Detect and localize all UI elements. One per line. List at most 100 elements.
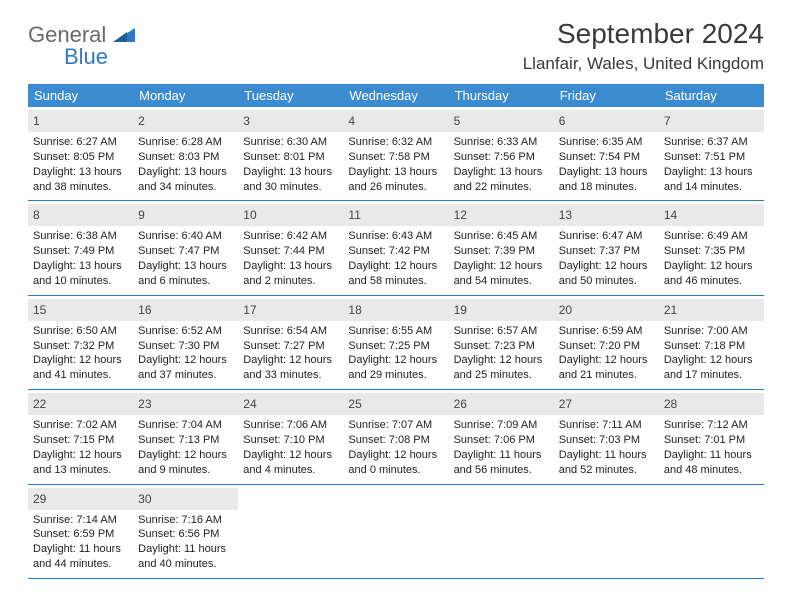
day-number-bar: 26 xyxy=(449,393,554,415)
day-cell: 29Sunrise: 7:14 AMSunset: 6:59 PMDayligh… xyxy=(28,485,133,578)
day-number-bar: 18 xyxy=(343,299,448,321)
day-cell: 18 Sunrise: 6:55 AMSunset: 7:25 PMDayligh… xyxy=(343,296,448,389)
day-number-bar: 15 xyxy=(28,299,133,321)
day-number: 19 xyxy=(454,303,467,317)
day-body: Sunrise: 7:14 AMSunset: 6:59 PMDaylight:… xyxy=(33,513,128,572)
day-body: Sunrise: 6:54 AMSunset: 7:27 PMDaylight:… xyxy=(243,324,338,383)
month-title: September 2024 xyxy=(523,18,764,50)
day-number-bar: 3 xyxy=(238,110,343,132)
logo-triangle-icon xyxy=(113,26,135,42)
day-body: Sunrise: 6:57 AMSunset: 7:23 PMDaylight:… xyxy=(454,324,549,383)
day-body: Sunrise: 7:02 AMSunset: 7:15 PMDaylight:… xyxy=(33,418,128,477)
day-number-bar: 30 xyxy=(133,488,238,510)
day-number-bar: 6 xyxy=(554,110,659,132)
week-row: 8Sunrise: 6:38 AMSunset: 7:49 PMDaylight… xyxy=(28,201,764,295)
day-cell: 20 Sunrise: 6:59 AMSunset: 7:20 PMDayligh… xyxy=(554,296,659,389)
day-number: 4 xyxy=(348,114,355,128)
weekday-header-row: SundayMondayTuesdayWednesdayThursdayFrid… xyxy=(28,84,764,107)
day-number-bar: 9 xyxy=(133,204,238,226)
day-cell: 26 Sunrise: 7:09 AMSunset: 7:06 PMDayligh… xyxy=(449,390,554,483)
day-number: 15 xyxy=(33,303,46,317)
day-body: Sunrise: 6:37 AMSunset: 7:51 PMDaylight:… xyxy=(664,135,759,194)
day-number: 27 xyxy=(559,397,572,411)
day-cell: 12 Sunrise: 6:45 AMSunset: 7:39 PMDayligh… xyxy=(449,201,554,294)
day-body: Sunrise: 6:50 AMSunset: 7:32 PMDaylight:… xyxy=(33,324,128,383)
day-number-bar: 5 xyxy=(449,110,554,132)
day-body: Sunrise: 6:43 AMSunset: 7:42 PMDaylight:… xyxy=(348,229,443,288)
day-body: Sunrise: 6:32 AMSunset: 7:58 PMDaylight:… xyxy=(348,135,443,194)
day-cell: 25Sunrise: 7:07 AMSunset: 7:08 PMDayligh… xyxy=(343,390,448,483)
day-cell: 17 Sunrise: 6:54 AMSunset: 7:27 PMDayligh… xyxy=(238,296,343,389)
day-number-bar: 20 xyxy=(554,299,659,321)
day-cell: 3 Sunrise: 6:30 AMSunset: 8:01 PMDaylight… xyxy=(238,107,343,200)
day-body: Sunrise: 6:55 AMSunset: 7:25 PMDaylight:… xyxy=(348,324,443,383)
weekday-header: Friday xyxy=(554,84,659,107)
day-cell: 24 Sunrise: 7:06 AMSunset: 7:10 PMDayligh… xyxy=(238,390,343,483)
day-number: 25 xyxy=(348,397,361,411)
day-number-bar: 17 xyxy=(238,299,343,321)
day-number: 18 xyxy=(348,303,361,317)
day-cell: 4 Sunrise: 6:32 AMSunset: 7:58 PMDaylight… xyxy=(343,107,448,200)
day-cell: 9 Sunrise: 6:40 AMSunset: 7:47 PMDaylight… xyxy=(133,201,238,294)
day-number: 3 xyxy=(243,114,250,128)
day-cell: 1Sunrise: 6:27 AMSunset: 8:05 PMDaylight… xyxy=(28,107,133,200)
day-body: Sunrise: 6:40 AMSunset: 7:47 PMDaylight:… xyxy=(138,229,233,288)
day-cell: 22 Sunrise: 7:02 AMSunset: 7:15 PMDayligh… xyxy=(28,390,133,483)
day-number-bar: 21 xyxy=(659,299,764,321)
day-number-bar: 4 xyxy=(343,110,448,132)
logo-word-blue: Blue xyxy=(64,44,108,69)
day-number: 12 xyxy=(454,208,467,222)
day-body: Sunrise: 6:42 AMSunset: 7:44 PMDaylight:… xyxy=(243,229,338,288)
day-cell xyxy=(343,485,448,578)
day-number: 7 xyxy=(664,114,671,128)
day-cell xyxy=(449,485,554,578)
day-cell: 8Sunrise: 6:38 AMSunset: 7:49 PMDaylight… xyxy=(28,201,133,294)
day-cell: 10 Sunrise: 6:42 AMSunset: 7:44 PMDayligh… xyxy=(238,201,343,294)
day-body: Sunrise: 6:30 AMSunset: 8:01 PMDaylight:… xyxy=(243,135,338,194)
day-number-bar: 24 xyxy=(238,393,343,415)
day-cell: 16 Sunrise: 6:52 AMSunset: 7:30 PMDayligh… xyxy=(133,296,238,389)
day-number-bar: 1 xyxy=(28,110,133,132)
day-number: 16 xyxy=(138,303,151,317)
day-number: 2 xyxy=(138,114,145,128)
day-number: 22 xyxy=(33,397,46,411)
week-row: 15 Sunrise: 6:50 AMSunset: 7:32 PMDayligh… xyxy=(28,296,764,390)
day-cell xyxy=(238,485,343,578)
day-number: 17 xyxy=(243,303,256,317)
day-cell: 14Sunrise: 6:49 AMSunset: 7:35 PMDayligh… xyxy=(659,201,764,294)
weekday-header: Thursday xyxy=(449,84,554,107)
day-number: 6 xyxy=(559,114,566,128)
day-number: 21 xyxy=(664,303,677,317)
day-cell xyxy=(554,485,659,578)
day-number-bar: 10 xyxy=(238,204,343,226)
day-number-bar: 23 xyxy=(133,393,238,415)
day-body: Sunrise: 6:28 AMSunset: 8:03 PMDaylight:… xyxy=(138,135,233,194)
day-number-bar: 14 xyxy=(659,204,764,226)
day-body: Sunrise: 7:09 AMSunset: 7:06 PMDaylight:… xyxy=(454,418,549,477)
day-number: 1 xyxy=(33,114,40,128)
day-body: Sunrise: 7:06 AMSunset: 7:10 PMDaylight:… xyxy=(243,418,338,477)
day-body: Sunrise: 6:45 AMSunset: 7:39 PMDaylight:… xyxy=(454,229,549,288)
day-body: Sunrise: 6:59 AMSunset: 7:20 PMDaylight:… xyxy=(559,324,654,383)
day-cell: 28Sunrise: 7:12 AMSunset: 7:01 PMDayligh… xyxy=(659,390,764,483)
day-number: 28 xyxy=(664,397,677,411)
day-body: Sunrise: 6:52 AMSunset: 7:30 PMDaylight:… xyxy=(138,324,233,383)
day-number: 8 xyxy=(33,208,40,222)
title-block: September 2024 Llanfair, Wales, United K… xyxy=(523,18,764,74)
day-cell: 13Sunrise: 6:47 AMSunset: 7:37 PMDayligh… xyxy=(554,201,659,294)
day-number-bar: 7 xyxy=(659,110,764,132)
day-cell: 21Sunrise: 7:00 AMSunset: 7:18 PMDayligh… xyxy=(659,296,764,389)
day-number-bar: 11 xyxy=(343,204,448,226)
calendar-grid: SundayMondayTuesdayWednesdayThursdayFrid… xyxy=(28,84,764,579)
weekday-header: Tuesday xyxy=(238,84,343,107)
day-number-bar: 27 xyxy=(554,393,659,415)
day-number-bar: 8 xyxy=(28,204,133,226)
day-number: 26 xyxy=(454,397,467,411)
weekday-header: Monday xyxy=(133,84,238,107)
day-number: 20 xyxy=(559,303,572,317)
day-cell: 2 Sunrise: 6:28 AMSunset: 8:03 PMDaylight… xyxy=(133,107,238,200)
day-number-bar: 19 xyxy=(449,299,554,321)
day-body: Sunrise: 7:16 AMSunset: 6:56 PMDaylight:… xyxy=(138,513,233,572)
day-cell: 27Sunrise: 7:11 AMSunset: 7:03 PMDayligh… xyxy=(554,390,659,483)
day-number: 30 xyxy=(138,492,151,506)
